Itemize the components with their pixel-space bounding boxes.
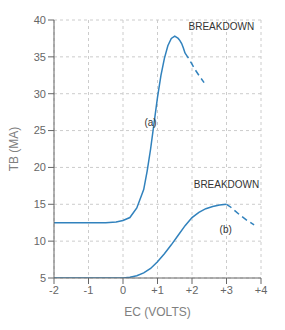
svg-text:20: 20 xyxy=(34,161,46,173)
svg-text:BREAKDOWN: BREAKDOWN xyxy=(189,21,255,32)
svg-text:+3: +3 xyxy=(220,284,233,296)
svg-text:(a): (a) xyxy=(144,117,156,128)
svg-text:40: 40 xyxy=(34,14,46,26)
svg-text:30: 30 xyxy=(34,88,46,100)
svg-text:BREAKDOWN: BREAKDOWN xyxy=(194,179,260,190)
svg-text:25: 25 xyxy=(34,124,46,136)
svg-text:(b): (b) xyxy=(220,224,232,235)
svg-text:35: 35 xyxy=(34,51,46,63)
svg-text:+2: +2 xyxy=(186,284,199,296)
svg-text:-2: -2 xyxy=(49,284,59,296)
svg-text:+4: +4 xyxy=(255,284,268,296)
svg-text:+1: +1 xyxy=(151,284,164,296)
svg-text:5: 5 xyxy=(40,272,46,284)
svg-text:TB (MA): TB (MA) xyxy=(8,127,21,172)
svg-text:EC (VOLTS): EC (VOLTS) xyxy=(124,305,190,319)
svg-text:15: 15 xyxy=(34,198,46,210)
svg-text:-1: -1 xyxy=(84,284,94,296)
svg-text:10: 10 xyxy=(34,235,46,247)
svg-text:0: 0 xyxy=(120,284,126,296)
